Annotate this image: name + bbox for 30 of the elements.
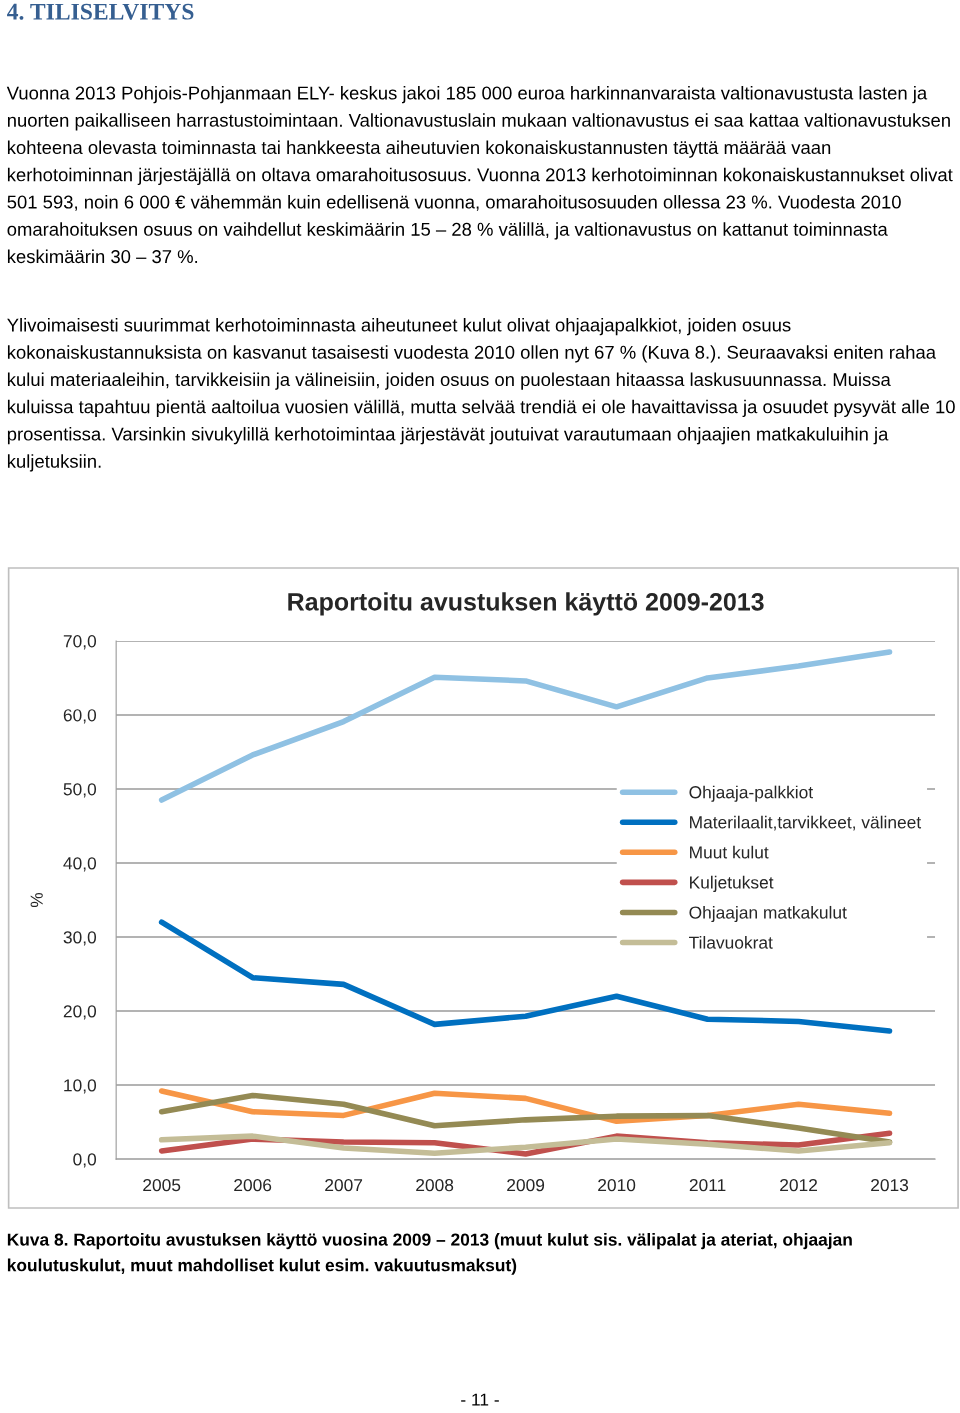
y-tick-label: 20,0 — [63, 1005, 97, 1020]
chart-title: Raportoitu avustuksen käyttö 2009-2013 — [288, 592, 764, 616]
legend-label: Materilaalit,tarvikkeet, välineet — [690, 815, 922, 831]
x-tick-label: 2008 — [416, 1178, 454, 1192]
y-tick-label: 60,0 — [63, 709, 97, 724]
x-tick-label: 2012 — [780, 1178, 817, 1192]
y-tick-label: 50,0 — [63, 783, 97, 798]
legend-label: Muut kulut — [690, 845, 769, 859]
x-tick-label: 2007 — [325, 1178, 363, 1192]
y-tick-label: 40,0 — [63, 857, 97, 872]
legend-label: Tilavuokrat — [689, 936, 773, 949]
text: 4. TILISELVITYS — [7, 3, 194, 20]
y-tick-label: 10,0 — [64, 1079, 97, 1094]
legend-label: Ohjaaja-palkkiot — [689, 785, 813, 802]
text: - 11 - — [461, 1393, 499, 1406]
text: Vuonna 2013 Pohjois-Pohjanmaan ELY- keskus jakoi 185 000 euroa harkinnanvaraista valtionavustusta lasten ja nuorten paikalliseen harrastustoimintaan. Valtionavustuslain mukaan valtionavustus ei saa kattaa valtionavustuksen kohteena olevasta toiminnasta tai hankkeesta aiheutuvien kokonaiskustannusten täyttä määrää vaan kerhotoiminnan järjestäjällä on oltava omarahoitusosuus. Vuonna 2013 kerhotoiminnan kokonaiskustannukset olivat 501 593, noin 6 000 € vähemmän kuin edellisenä vuonna, omarahoitusosuuden ollessa 23 %. Vuodesta 2010 omarahoituksen osuus on vaihdellut keskimäärin 15 – 28 % välillä, ja valtionavustus on kattanut toiminnasta keskimäärin 30 – 37 %. — [6, 86, 953, 264]
x-tick-label: 2006 — [234, 1178, 272, 1192]
y-tick-label: 70,0 — [63, 635, 97, 650]
legend-label: Kuljetukset — [690, 875, 774, 893]
text: Ylivoimaisesti suurimmat kerhotoiminnasta aiheutuneet kulut olivat ohjaajapalkkiot, joiden osuus kokonaiskustannuksista on kasvanut tasaisesti vuodesta 2010 ollen nyt 67 % (Kuva 8.). Seuraavaksi eniten rahaa kului materiaaleihin, tarvikkeisiin ja välineisiin, joiden osuus on puolestaan hitaassa laskusuunnassa. Muissa kuluissa tapahtuu pientä aaltoilua vuosien välillä, mutta selvää trendiä ei ole havaittavissa ja osuudet pysyvät alle 10 prosentissa. Varsinkin sivukylillä kerhotoimintaa järjestävät joutuivat varautumaan ohjaajien matkakuluihin ja kuljetuksiin. — [7, 318, 955, 472]
y-tick-label: 30,0 — [63, 931, 97, 946]
x-tick-label: 2013 — [871, 1178, 909, 1192]
y-tick-label: 0,0 — [73, 1153, 97, 1168]
text: Kuva 8. Raportoitu avustuksen käyttö vuosina 2009 – 2013 (muut kulut sis. välipalat ja ateriat, ohjaajan koulutuskulut, muut mahdolliset kulut esim. vakuutusmaksut) — [7, 1233, 852, 1275]
x-tick-label: 2005 — [143, 1178, 181, 1192]
y-axis-title: % — [30, 892, 43, 908]
x-tick-label: 2009 — [507, 1178, 545, 1192]
x-tick-label: 2011 — [689, 1178, 726, 1192]
x-tick-label: 2010 — [598, 1178, 636, 1192]
legend-label: Ohjaajan matkakulut — [689, 905, 847, 923]
